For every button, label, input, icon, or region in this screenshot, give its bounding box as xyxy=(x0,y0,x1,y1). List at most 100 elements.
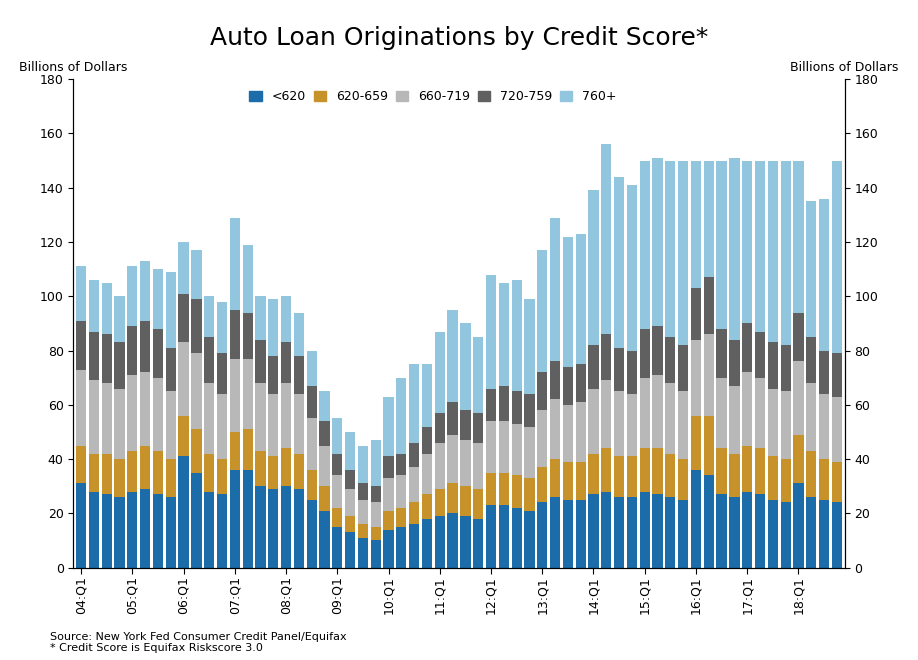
Bar xyxy=(178,456,189,568)
Bar xyxy=(332,508,342,527)
Bar xyxy=(397,453,407,475)
Bar xyxy=(653,158,663,326)
Bar xyxy=(716,160,727,329)
Bar xyxy=(153,329,163,378)
Bar xyxy=(371,502,381,527)
Bar xyxy=(204,383,214,453)
Bar xyxy=(358,524,368,538)
Bar xyxy=(434,443,445,489)
Bar xyxy=(76,370,86,446)
Bar xyxy=(89,331,99,380)
Bar xyxy=(460,440,471,486)
Bar xyxy=(447,402,458,435)
Bar xyxy=(178,343,189,416)
Bar xyxy=(729,158,740,340)
Bar xyxy=(434,413,445,443)
Bar xyxy=(358,446,368,484)
Bar xyxy=(563,405,573,462)
Bar xyxy=(358,538,368,568)
Bar xyxy=(716,378,727,448)
Bar xyxy=(230,432,240,470)
Bar xyxy=(755,378,765,448)
Bar xyxy=(140,321,151,372)
Bar xyxy=(742,446,753,492)
Bar xyxy=(793,160,803,313)
Text: Billions of Dollars: Billions of Dollars xyxy=(790,61,899,75)
Bar xyxy=(230,218,240,310)
Bar xyxy=(524,478,534,511)
Bar xyxy=(498,505,509,568)
Bar xyxy=(832,160,842,353)
Bar xyxy=(345,489,355,516)
Bar xyxy=(832,397,842,462)
Bar xyxy=(447,513,458,568)
Bar xyxy=(89,280,99,331)
Bar xyxy=(576,462,586,500)
Bar xyxy=(498,421,509,473)
Bar xyxy=(537,372,547,411)
Bar xyxy=(76,484,86,568)
Bar xyxy=(601,334,611,380)
Bar xyxy=(806,383,816,451)
Bar xyxy=(128,375,138,451)
Bar xyxy=(128,451,138,492)
Bar xyxy=(576,500,586,568)
Bar xyxy=(498,473,509,505)
Bar xyxy=(140,489,151,568)
Bar xyxy=(307,500,317,568)
Bar xyxy=(217,459,227,494)
Bar xyxy=(102,453,112,494)
Bar xyxy=(281,448,291,486)
Bar xyxy=(780,502,790,568)
Bar xyxy=(447,484,458,513)
Bar xyxy=(614,391,624,456)
Bar xyxy=(268,489,278,568)
Bar xyxy=(281,296,291,343)
Bar xyxy=(678,345,688,391)
Bar xyxy=(294,313,304,356)
Bar xyxy=(767,389,778,456)
Bar xyxy=(191,429,202,473)
Bar xyxy=(434,331,445,413)
Bar xyxy=(128,326,138,375)
Bar xyxy=(473,519,484,568)
Bar xyxy=(653,375,663,448)
Bar xyxy=(165,272,176,348)
Bar xyxy=(307,418,317,470)
Bar xyxy=(255,340,265,383)
Bar xyxy=(358,500,368,524)
Bar xyxy=(268,356,278,394)
Bar xyxy=(397,378,407,453)
Bar xyxy=(819,459,829,500)
Bar xyxy=(793,484,803,568)
Bar xyxy=(767,456,778,500)
Bar xyxy=(793,362,803,435)
Bar xyxy=(793,313,803,362)
Bar xyxy=(204,492,214,568)
Bar xyxy=(319,511,330,568)
Bar xyxy=(191,473,202,568)
Bar xyxy=(550,497,560,568)
Bar xyxy=(691,160,701,288)
Bar xyxy=(524,511,534,568)
Bar xyxy=(409,364,420,443)
Bar xyxy=(268,456,278,489)
Bar xyxy=(460,323,471,411)
Bar xyxy=(601,448,611,492)
Bar xyxy=(345,432,355,470)
Bar xyxy=(767,160,778,343)
Bar xyxy=(115,389,125,459)
Bar xyxy=(537,502,547,568)
Bar xyxy=(780,345,790,391)
Bar xyxy=(550,459,560,497)
Bar xyxy=(486,421,496,473)
Bar xyxy=(755,494,765,568)
Bar xyxy=(678,459,688,500)
Bar xyxy=(653,326,663,375)
Bar xyxy=(102,282,112,334)
Bar xyxy=(345,516,355,533)
Bar xyxy=(742,372,753,446)
Legend: <620, 620-659, 660-719, 720-759, 760+: <620, 620-659, 660-719, 720-759, 760+ xyxy=(250,90,617,104)
Bar xyxy=(524,299,534,394)
Bar xyxy=(704,416,714,475)
